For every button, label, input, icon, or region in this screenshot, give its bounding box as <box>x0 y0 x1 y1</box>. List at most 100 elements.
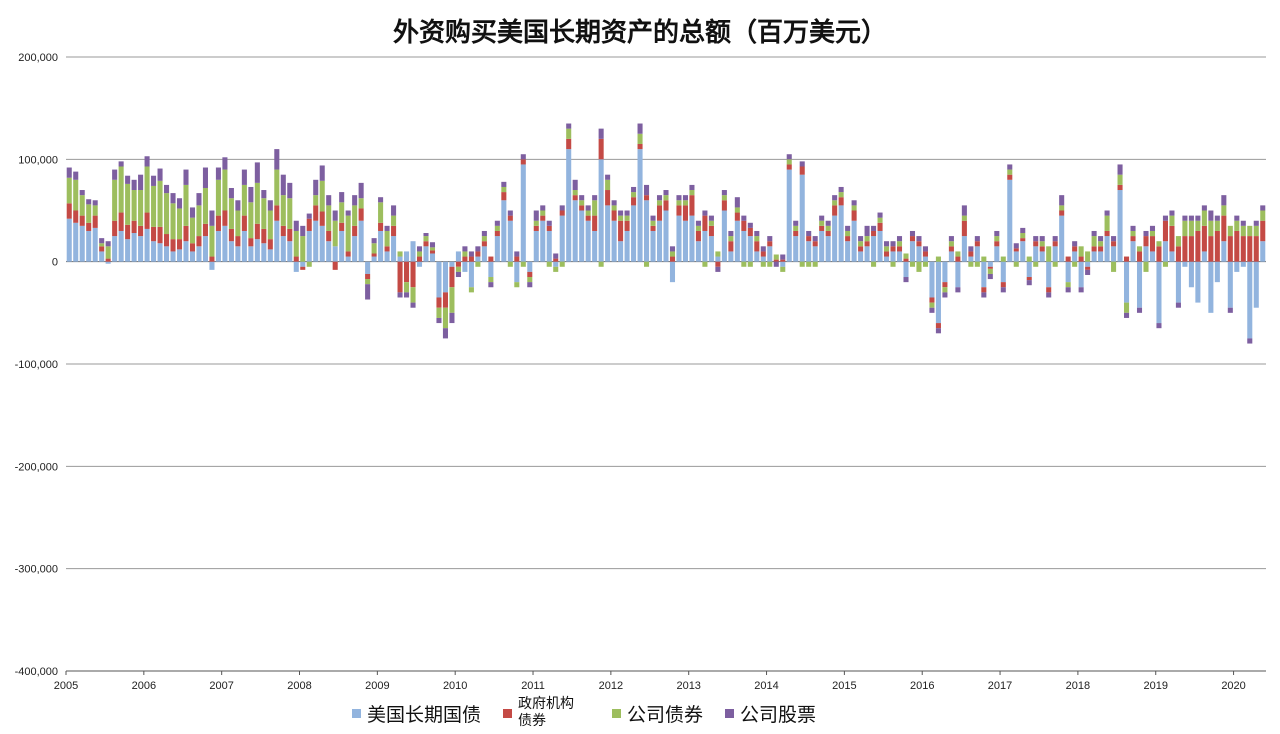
bar-treasury <box>1130 241 1136 262</box>
bar-equity <box>248 186 254 203</box>
bar-treasury <box>605 205 611 262</box>
bar-treasury <box>520 164 526 262</box>
bar-corporate <box>955 251 961 257</box>
bar-equity <box>858 236 864 242</box>
bar-corporate <box>1130 230 1136 237</box>
legend: 美国长期国债 政府机构 债券 公司债券 公司股票 <box>352 694 816 732</box>
bar-treasury <box>553 261 559 267</box>
bar-agency <box>1046 287 1052 293</box>
bar-corporate <box>838 192 844 198</box>
bar-agency <box>176 239 183 250</box>
bar-agency <box>1227 236 1233 262</box>
bar-equity <box>1020 227 1026 234</box>
bar-agency <box>73 210 79 223</box>
bar-treasury <box>280 236 286 262</box>
bar-equity <box>637 123 643 134</box>
bar-corporate <box>644 261 650 267</box>
bar-agency <box>1091 246 1097 252</box>
bar-corporate <box>559 261 565 267</box>
bar-corporate <box>1136 246 1143 252</box>
bar-treasury <box>429 253 436 262</box>
bar-equity <box>961 205 967 216</box>
bar-corporate <box>118 166 124 213</box>
bar-agency <box>391 225 397 237</box>
x-tick-label: 2010 <box>443 680 467 692</box>
axes: 200,000 100,000 0 -100,000 -200,000 -300,000 -… <box>15 52 1266 692</box>
bar-corporate <box>429 247 436 251</box>
bar-corporate <box>566 128 572 139</box>
bar-treasury <box>682 220 688 262</box>
bar-equity <box>1046 292 1052 298</box>
bar-equity <box>741 215 747 221</box>
bar-agency <box>656 205 663 221</box>
bar-corporate <box>1085 251 1091 262</box>
bar-agency <box>1195 230 1201 262</box>
bar-equity <box>429 242 436 248</box>
bar-agency <box>663 200 669 211</box>
bar-treasury <box>559 215 565 262</box>
x-tick-label: 2012 <box>599 680 623 692</box>
x-tick-label: 2018 <box>1066 680 1090 692</box>
bar-agency <box>1052 241 1058 247</box>
bar-corporate <box>540 210 546 216</box>
bar-treasury <box>585 220 591 262</box>
bar-treasury <box>1059 215 1065 262</box>
bar-corporate <box>1000 256 1006 262</box>
bar-equity <box>1195 215 1201 221</box>
bar-agency <box>105 258 111 262</box>
bar-agency <box>79 215 85 226</box>
bar-corporate <box>494 225 500 231</box>
bar-equity <box>1182 215 1188 221</box>
bar-equity <box>397 292 403 298</box>
bar-agency <box>261 228 267 244</box>
bar-treasury <box>845 241 851 262</box>
bar-corporate <box>1059 205 1065 211</box>
bar-treasury <box>183 241 189 262</box>
bar-equity <box>332 210 338 221</box>
x-tick-label: 2008 <box>287 680 311 692</box>
bar-equity <box>1247 338 1253 344</box>
bar-agency <box>559 210 565 216</box>
bar-equity <box>209 210 215 226</box>
bar-treasury <box>1227 261 1233 308</box>
bar-agency <box>1175 246 1181 262</box>
bar-equity <box>507 210 513 216</box>
bar-equity <box>656 195 663 201</box>
bar-treasury <box>319 225 325 262</box>
bar-treasury <box>1240 261 1246 267</box>
bar-equity <box>1007 164 1013 170</box>
bar-corporate <box>267 210 273 240</box>
bar-treasury <box>196 246 202 262</box>
bar-treasury <box>378 230 384 262</box>
x-tick-label: 2013 <box>676 680 700 692</box>
bar-corporate <box>105 246 111 259</box>
bar-corporate <box>99 243 105 247</box>
bar-equity <box>572 179 578 191</box>
legend-label: 公司债券 <box>627 703 704 726</box>
bar-corporate <box>293 230 299 257</box>
bar-corporate <box>313 195 319 206</box>
bar-corporate <box>1020 233 1026 239</box>
bar-equity <box>890 241 896 247</box>
bar-treasury <box>481 246 487 262</box>
bar-corporate <box>1033 261 1039 267</box>
bar-agency <box>948 246 954 252</box>
bar-equity <box>1104 210 1110 216</box>
bar-agency <box>896 246 903 252</box>
bar-corporate <box>572 190 578 196</box>
bar-equity <box>1162 215 1168 221</box>
bar-corporate <box>890 261 896 267</box>
bar-corporate <box>352 205 358 226</box>
bar-agency <box>1007 174 1013 180</box>
x-tick-label: 2006 <box>132 680 156 692</box>
bar-equity <box>1188 215 1194 221</box>
bar-treasury <box>267 249 273 262</box>
bar-agency <box>877 222 883 231</box>
bar-equity <box>514 251 520 257</box>
bar-agency <box>274 205 280 221</box>
bar-treasury <box>86 230 92 262</box>
legend-swatch <box>503 708 513 718</box>
bar-equity <box>196 193 202 206</box>
bar-equity <box>222 157 228 170</box>
bar-corporate <box>974 261 980 267</box>
